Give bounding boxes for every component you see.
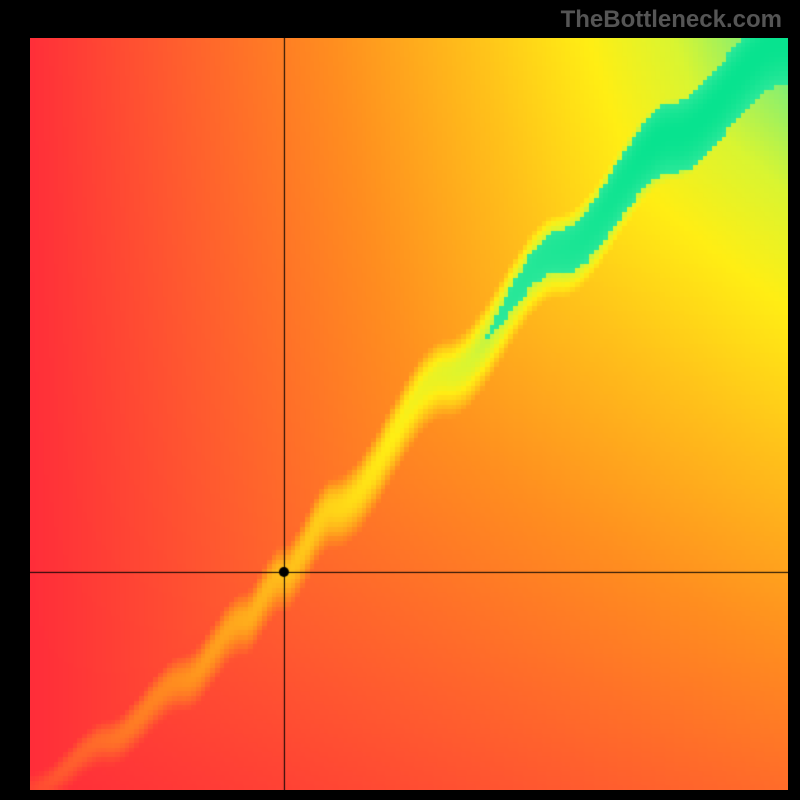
bottleneck-heatmap bbox=[30, 38, 788, 790]
chart-container: { "watermark": { "text": "TheBottleneck.… bbox=[0, 0, 800, 800]
watermark-text: TheBottleneck.com bbox=[561, 6, 782, 34]
